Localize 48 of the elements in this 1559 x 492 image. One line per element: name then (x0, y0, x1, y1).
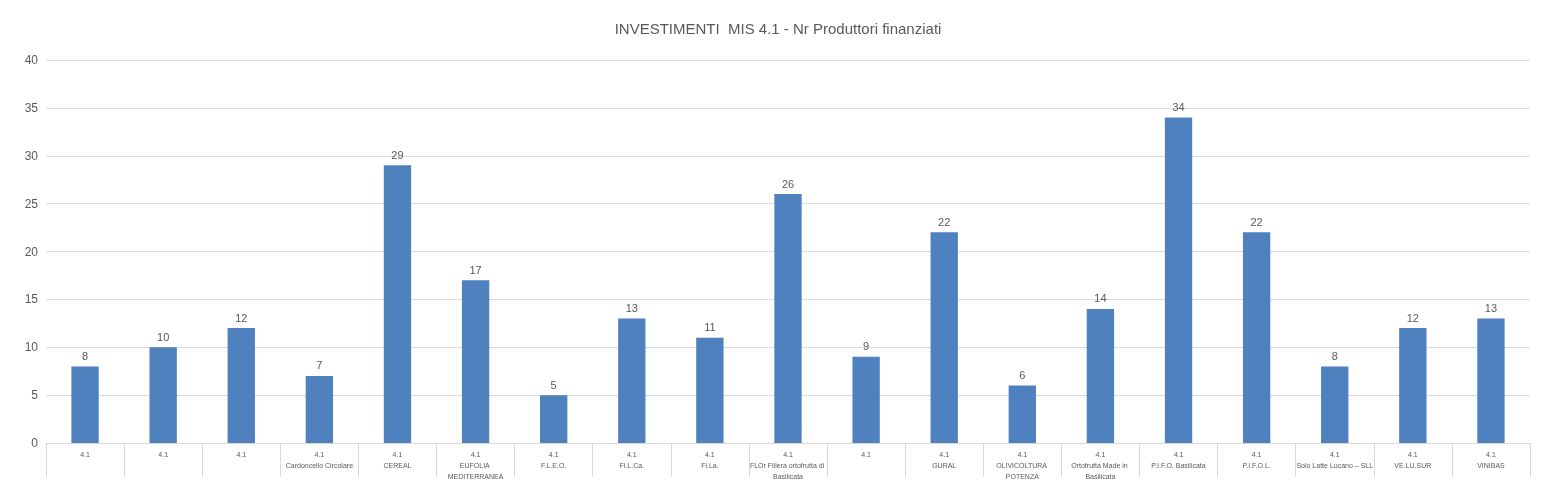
data-label: 17 (469, 263, 482, 276)
bar (305, 375, 334, 443)
chart-title: INVESTIMENTI MIS 4.1 - Nr Produttori finanziati (614, 20, 942, 37)
bar (930, 232, 958, 443)
data-label: 29 (391, 148, 404, 161)
bar (1086, 308, 1115, 443)
y-tick-label: 40 (24, 53, 39, 67)
y-tick-label: 15 (24, 292, 39, 307)
data-label: 10 (157, 330, 170, 343)
bar (461, 280, 490, 443)
y-tick-label: 10 (24, 340, 39, 355)
y-tick-label: 0 (31, 436, 39, 450)
data-label: 26 (781, 177, 795, 190)
data-label: 11 (704, 321, 716, 334)
bar (1242, 232, 1271, 443)
data-label: 9 (863, 340, 870, 353)
data-label: 13 (625, 302, 638, 315)
bar (71, 366, 99, 443)
data-label: 8 (81, 349, 89, 362)
data-label: 22 (1250, 215, 1263, 228)
bar (774, 194, 802, 443)
data-label: 14 (1094, 292, 1107, 305)
data-label: 22 (938, 215, 951, 228)
bar (1164, 117, 1193, 443)
data-label: 5 (550, 378, 557, 391)
bar (1399, 328, 1427, 443)
bar (618, 318, 646, 443)
data-label: 34 (1172, 100, 1185, 113)
data-label: 13 (1484, 302, 1498, 315)
y-tick-label: 30 (24, 148, 39, 163)
data-label: 8 (1331, 349, 1338, 362)
y-tick-label: 20 (24, 244, 39, 259)
bar (1008, 385, 1036, 443)
bar (383, 165, 412, 443)
data-label: 7 (316, 359, 323, 372)
bar (227, 328, 255, 443)
data-label: 12 (235, 311, 248, 324)
bar (852, 356, 880, 443)
y-tick-label: 35 (24, 100, 39, 115)
y-tick-label: 5 (31, 388, 39, 403)
bar (1477, 318, 1505, 443)
data-label: 12 (1406, 311, 1419, 324)
y-tick-label: 25 (24, 196, 39, 211)
bar (1321, 366, 1349, 443)
bar (149, 347, 177, 443)
bar (540, 395, 568, 443)
data-label: 6 (1019, 369, 1026, 382)
bar (696, 337, 724, 443)
